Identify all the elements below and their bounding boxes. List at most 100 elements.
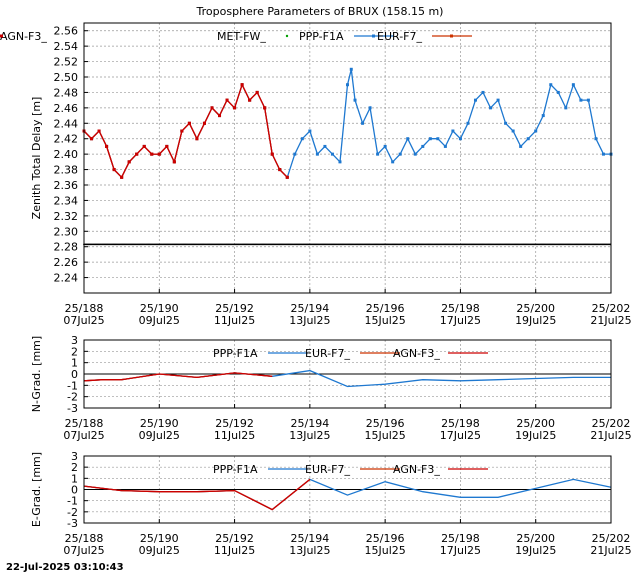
- data-point: [315, 152, 319, 156]
- y-tick-label: 1: [71, 357, 78, 370]
- x-tick-label: 07Jul25: [63, 544, 104, 557]
- x-tick-label: 25/190: [140, 302, 179, 315]
- data-point: [579, 98, 583, 102]
- x-tick-label: 25/196: [366, 417, 405, 430]
- y-tick-label: 2.52: [54, 56, 79, 69]
- data-point: [270, 152, 274, 156]
- y-tick-label: 1: [71, 472, 78, 485]
- legend-label: PPP-F1A: [299, 30, 344, 43]
- data-point: [293, 152, 297, 156]
- y-tick-label: 2.32: [54, 210, 79, 223]
- timestamp: 22-Jul-2025 03:10:43: [6, 562, 124, 573]
- x-tick-label: 25/198: [441, 417, 480, 430]
- data-point: [157, 152, 161, 156]
- legend-label: AGN-F3_: [393, 347, 440, 360]
- x-tick-label: 25/192: [215, 302, 254, 315]
- data-point: [285, 175, 289, 179]
- data-point: [406, 137, 410, 141]
- legend-label: PPP-F1A: [213, 347, 258, 360]
- x-tick-label: 25/188: [65, 532, 104, 545]
- series-line: [83, 82, 288, 179]
- y-axis-label: Zenith Total Delay [m]: [30, 97, 43, 220]
- plot-frame: [83, 455, 612, 524]
- x-tick-label: 25/190: [140, 532, 179, 545]
- data-point: [466, 121, 470, 125]
- data-point: [451, 129, 455, 133]
- data-point: [135, 152, 139, 156]
- data-point: [376, 152, 380, 156]
- series-line: [83, 369, 611, 388]
- x-tick-label: 25/194: [291, 302, 330, 315]
- data-point: [330, 152, 334, 156]
- y-tick-label: 2.54: [54, 40, 79, 53]
- x-tick-label: 17Jul25: [440, 544, 481, 557]
- data-point: [187, 121, 191, 125]
- series-line: [83, 82, 288, 179]
- y-tick-label: 2: [71, 345, 78, 358]
- data-point: [263, 106, 267, 110]
- data-point: [549, 83, 553, 87]
- x-tick-label: 25/198: [441, 302, 480, 315]
- data-point: [481, 90, 485, 94]
- data-point: [346, 83, 349, 87]
- data-point: [112, 168, 116, 172]
- x-tick-label: 25/192: [215, 417, 254, 430]
- data-point: [308, 129, 312, 133]
- legend-swatch-marker: [450, 34, 453, 38]
- data-point: [278, 168, 282, 172]
- series-line: [83, 478, 311, 511]
- y-tick-label: 2.48: [54, 86, 79, 99]
- y-tick-label: 2.42: [54, 133, 79, 146]
- y-tick-label: 2.38: [54, 164, 79, 177]
- data-point: [353, 98, 357, 102]
- data-point: [526, 137, 530, 141]
- data-point: [398, 152, 402, 156]
- x-tick-label: 07Jul25: [63, 314, 104, 327]
- data-point: [496, 98, 500, 102]
- data-point: [413, 152, 417, 156]
- x-tick-label: 25/202: [592, 302, 631, 315]
- data-point: [361, 121, 365, 125]
- y-tick-label: -1: [67, 379, 78, 392]
- x-tick-label: 13Jul25: [289, 544, 330, 557]
- x-tick-label: 25/198: [441, 532, 480, 545]
- x-tick-label: 25/202: [592, 532, 631, 545]
- x-tick-label: 25/194: [291, 417, 330, 430]
- data-point: [511, 129, 515, 133]
- data-point: [172, 160, 176, 164]
- data-point: [349, 67, 353, 71]
- y-tick-label: 2.30: [54, 225, 79, 238]
- x-tick-label: 25/188: [65, 302, 104, 315]
- x-tick-label: 25/192: [215, 532, 254, 545]
- data-point: [165, 144, 169, 148]
- data-point: [180, 129, 184, 133]
- x-tick-label: 15Jul25: [365, 429, 406, 442]
- x-tick-label: 25/194: [291, 532, 330, 545]
- data-point: [202, 121, 206, 125]
- x-tick-label: 25/190: [140, 417, 179, 430]
- y-tick-label: 2.28: [54, 241, 79, 254]
- x-tick-label: 17Jul25: [440, 429, 481, 442]
- y-tick-label: 0: [71, 368, 78, 381]
- legend-label: MET-FW_: [217, 30, 266, 43]
- plot-frame: [83, 339, 612, 409]
- data-point: [571, 83, 575, 87]
- data-point: [300, 137, 304, 141]
- series-line: [83, 478, 311, 511]
- x-tick-label: 19Jul25: [515, 429, 556, 442]
- y-tick-label: 2.40: [54, 148, 79, 161]
- data-point: [90, 137, 94, 141]
- data-point: [489, 106, 493, 110]
- x-tick-label: 25/188: [65, 417, 104, 430]
- data-point: [556, 90, 560, 94]
- y-tick-label: 3: [71, 450, 78, 463]
- y-tick-label: -2: [67, 391, 78, 404]
- y-tick-label: 2.44: [54, 117, 79, 130]
- data-point: [150, 152, 154, 156]
- x-tick-label: 13Jul25: [289, 429, 330, 442]
- legend-swatch-marker: [0, 34, 3, 38]
